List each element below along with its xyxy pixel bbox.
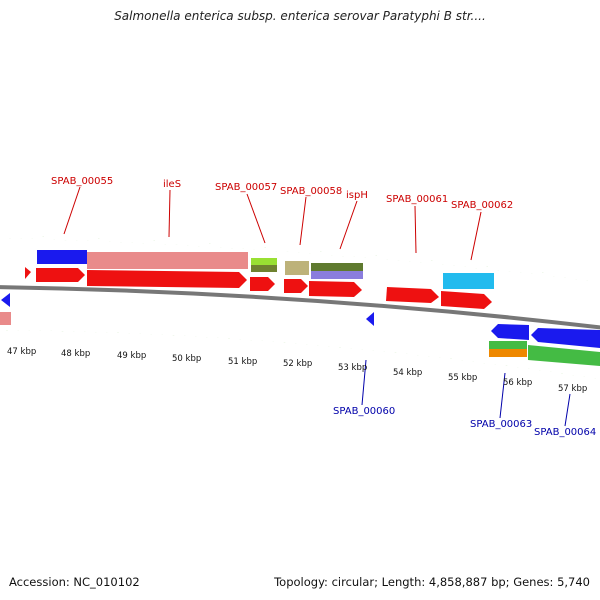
gene-arrow[interactable] [284,279,308,293]
gene-label-spab-00061[interactable]: SPAB_00061 [386,194,448,205]
reverse-leader-lines [361,359,571,427]
genome-title: Salmonella enterica subsp. enterica sero… [114,9,486,23]
kbp-label: 54 kbp [393,368,422,378]
gene-arrow[interactable] [25,267,31,279]
gene-label-isph[interactable]: ispH [346,190,368,201]
gene-label-iles[interactable]: ileS [163,179,181,190]
gene-label-spab-00057[interactable]: SPAB_00057 [215,182,277,193]
gene-arrow[interactable] [309,281,362,297]
gene-arrow-reverse[interactable] [491,324,529,340]
tick-marks [6,236,597,379]
kbp-label: 52 kbp [283,359,312,369]
reverse-labels: SPAB_00060 SPAB_00063 SPAB_00064 [333,406,596,438]
gene-label-spab-00063[interactable]: SPAB_00063 [470,419,532,430]
forward-gene-arrows [25,267,492,309]
gene-label-spab-00064[interactable]: SPAB_00064 [534,427,596,438]
gene-feature-olive[interactable] [251,265,277,272]
kbp-label: 56 kbp [503,378,532,388]
gene-label-spab-00055[interactable]: SPAB_00055 [51,176,113,187]
forward-labels: SPAB_00055 ileS SPAB_00057 SPAB_00058 is… [51,176,513,211]
kbp-label: 51 kbp [228,357,257,367]
gene-feature-lavender[interactable] [311,271,363,279]
forward-features [37,250,494,289]
forward-leader-lines [63,186,482,261]
gene-feature-lime[interactable] [251,258,277,265]
gene-feature-khaki[interactable] [285,261,309,275]
gene-feature-darkolive[interactable] [311,263,363,271]
gene-arrow-reverse[interactable] [1,293,10,307]
gene-arrow[interactable] [386,287,439,303]
gene-arrow-reverse[interactable] [366,312,374,326]
kbp-label: 47 kbp [7,347,36,357]
kbp-label: 57 kbp [558,384,587,394]
kbp-label: 48 kbp [61,349,90,359]
gene-feature-green[interactable] [528,345,600,366]
gene-feature-blue[interactable] [37,250,87,264]
gene-arrow[interactable] [250,277,275,291]
gene-feature-orange[interactable] [489,349,527,357]
kbp-label: 49 kbp [117,351,146,361]
accession-text: Accession: NC_010102 [9,575,140,589]
kbp-label: 53 kbp [338,363,367,373]
reverse-features [0,293,600,366]
gene-label-spab-00058[interactable]: SPAB_00058 [280,186,342,197]
gene-label-spab-00062[interactable]: SPAB_00062 [451,200,513,211]
kbp-label: 50 kbp [172,354,201,364]
genome-stats-text: Topology: circular; Length: 4,858,887 bp… [274,575,590,589]
kbp-scale: 47 kbp 48 kbp 49 kbp 50 kbp 51 kbp 52 kb… [7,347,587,394]
gene-arrow[interactable] [441,291,492,309]
kbp-label: 55 kbp [448,373,477,383]
gene-arrow-reverse[interactable] [531,328,600,348]
gene-feature-pink[interactable] [87,252,248,269]
gene-arrow[interactable] [87,270,247,288]
gene-label-spab-00060[interactable]: SPAB_00060 [333,406,395,417]
genome-backbone [0,285,600,330]
gene-feature-pink[interactable] [0,312,11,325]
gene-arrow[interactable] [36,268,85,282]
gene-feature-cyan[interactable] [443,273,494,289]
gene-feature-green[interactable] [489,341,527,349]
